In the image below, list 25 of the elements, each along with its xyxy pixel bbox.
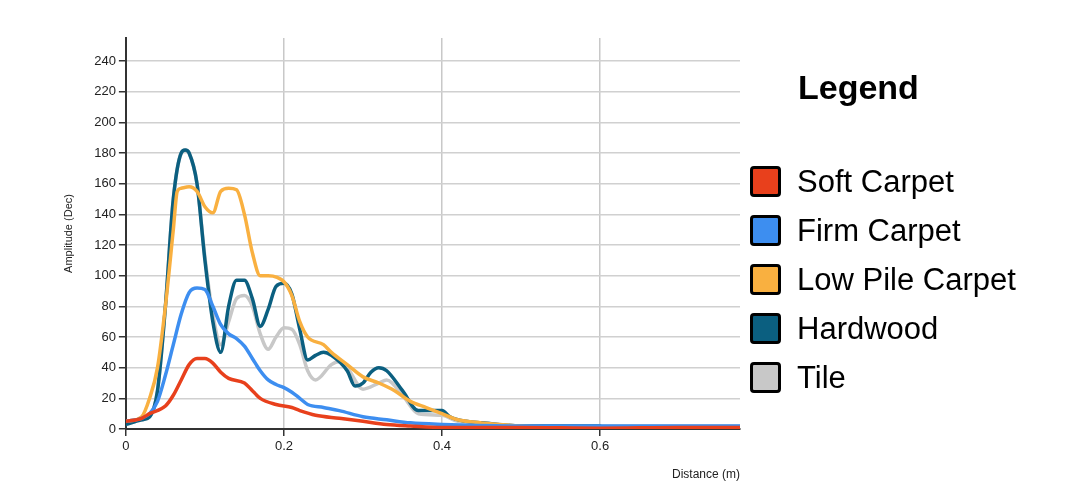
y-tick-label: 40 [101, 359, 116, 375]
x-tick-label: 0.6 [591, 438, 610, 454]
x-tick-label: 0.4 [433, 438, 452, 454]
y-tick-label: 220 [94, 83, 116, 99]
y-tick-label: 80 [101, 297, 116, 313]
legend-title: Legend [798, 68, 920, 107]
legend-label: Soft Carpet [797, 163, 954, 200]
y-tick-label: 240 [94, 52, 116, 68]
y-tick-label: 20 [101, 389, 116, 405]
y-tick-label: 180 [94, 144, 116, 160]
y-tick-label: 140 [94, 205, 116, 221]
y-tick-label: 60 [101, 328, 116, 344]
y-axis-title: Amplitude (Dec) [61, 194, 74, 273]
y-tick-label: 200 [94, 113, 116, 129]
x-axis-title: Distance (m) [671, 467, 740, 482]
legend-label: Low Pile Carpet [797, 261, 1016, 298]
y-tick-label: 160 [94, 175, 116, 191]
y-tick-label: 120 [94, 236, 116, 252]
y-tick-label: 100 [94, 267, 116, 283]
x-tick-label: 0.2 [274, 438, 293, 454]
legend-label: Firm Carpet [797, 212, 961, 249]
legend-label: Hardwood [797, 310, 939, 347]
x-tick-label: 0 [122, 438, 130, 454]
legend-label: Tile [797, 359, 846, 396]
y-tick-label: 0 [108, 420, 116, 436]
